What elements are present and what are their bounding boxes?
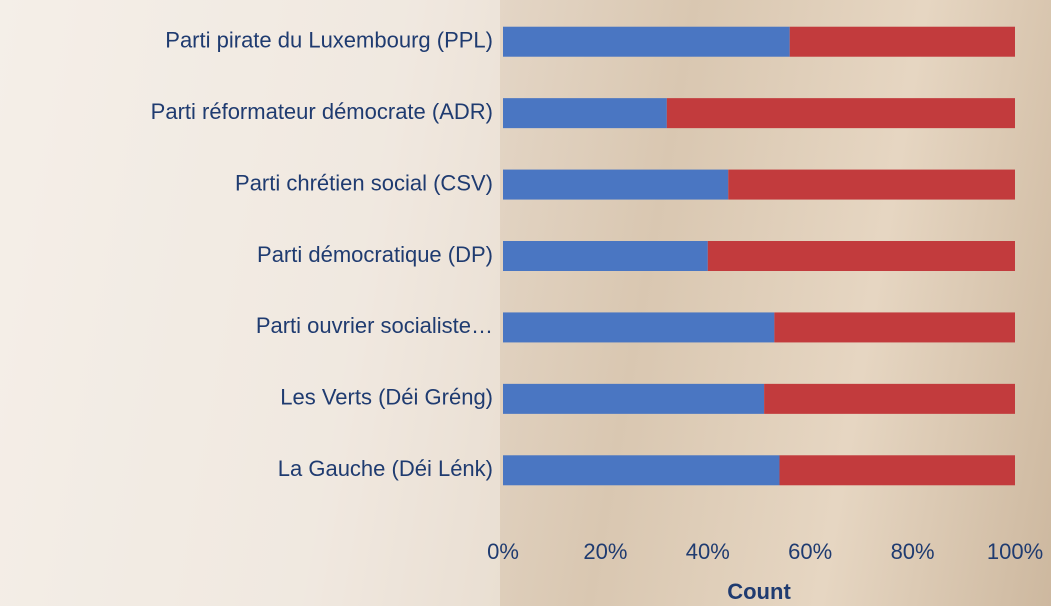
- x-tick-label: 60%: [788, 539, 832, 564]
- bar-segment: [707, 241, 1015, 271]
- bar-segment: [503, 383, 765, 414]
- bar-segment: [503, 26, 790, 57]
- bar-segment: [503, 241, 708, 271]
- bar-segment: [774, 312, 1015, 343]
- x-tick-label: 0%: [487, 539, 519, 564]
- y-tick-label: Parti démocratique (DP): [257, 242, 493, 267]
- bar-segment: [666, 98, 1015, 129]
- y-tick-label: La Gauche (Déi Lénk): [278, 456, 493, 481]
- x-axis-label: Count: [727, 579, 791, 604]
- y-tick-label: Parti ouvrier socialiste…: [256, 313, 493, 338]
- x-tick-label: 80%: [891, 539, 935, 564]
- bar-segment: [789, 26, 1015, 57]
- bar-segment: [503, 312, 775, 343]
- x-tick-label: 40%: [686, 539, 730, 564]
- bar-segment: [764, 383, 1015, 414]
- y-tick-label: Parti chrétien social (CSV): [235, 170, 493, 195]
- bar-segment: [503, 169, 729, 200]
- y-tick-label: Les Verts (Déi Gréng): [280, 385, 493, 410]
- y-tick-label: Parti réformateur démocrate (ADR): [151, 99, 493, 124]
- bar-segment: [503, 455, 780, 486]
- bar-segment: [728, 169, 1015, 200]
- x-tick-label: 20%: [583, 539, 627, 564]
- y-tick-label: Parti pirate du Luxembourg (PPL): [165, 28, 493, 53]
- bar-segment: [779, 455, 1015, 486]
- bar-segment: [503, 98, 667, 129]
- x-tick-label: 100%: [987, 539, 1043, 564]
- label-backdrop: [0, 0, 500, 606]
